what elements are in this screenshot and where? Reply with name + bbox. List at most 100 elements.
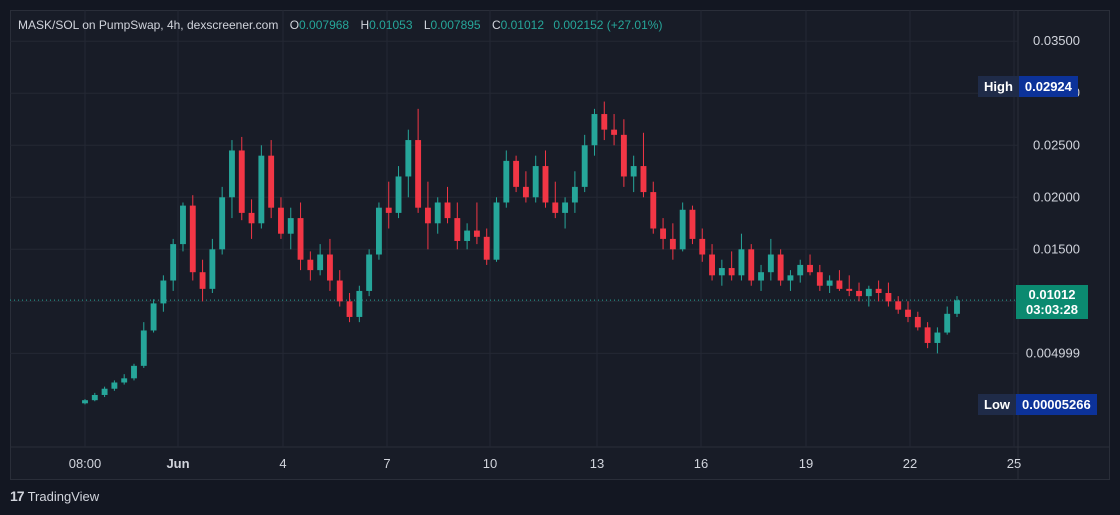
candle-body (268, 155, 275, 208)
open-key: O (289, 18, 300, 32)
price-tick-label: 0.03500 (1033, 33, 1080, 48)
candle-body (336, 280, 343, 302)
candle-body (473, 230, 480, 237)
candle-body (532, 166, 539, 198)
candle-body (454, 218, 461, 241)
candle-body (297, 218, 304, 260)
low-tag: Low 0.00005266 (978, 394, 1097, 415)
time-tick-label: Jun (166, 456, 189, 471)
candle-body (718, 268, 725, 276)
candle-body (121, 378, 128, 383)
candles (82, 101, 960, 405)
candle-body (777, 254, 784, 281)
candle-body (82, 400, 88, 404)
high-tag-label: High (978, 76, 1019, 97)
time-tick-label: 4 (279, 456, 286, 471)
candle-body (189, 205, 196, 273)
candle-body (385, 207, 392, 213)
candle-body (522, 186, 529, 198)
candle-body (924, 327, 931, 343)
time-tick-label: 19 (799, 456, 813, 471)
candle-body (591, 114, 598, 146)
low-key: L (423, 18, 431, 32)
candle-body (366, 254, 373, 291)
candle-body (738, 249, 745, 276)
candle-body (464, 230, 471, 241)
high-key: H (360, 18, 370, 32)
candle-body (620, 134, 627, 177)
candle-body (552, 202, 559, 213)
candle-body (640, 166, 647, 193)
candle-body (150, 303, 157, 331)
last-price-value: 0.01012 (1028, 287, 1076, 302)
high-tag: High 0.02924 (978, 76, 1078, 97)
candle-body (816, 272, 823, 286)
candle-body (611, 129, 618, 135)
candle-body (307, 259, 314, 271)
price-tick-label: 0.004999 (1026, 345, 1080, 360)
change-value: 0.002152 (+27.01%) (553, 18, 663, 32)
price-tick-label: 0.02500 (1033, 137, 1080, 152)
symbol-legend: MASK/SOL on PumpSwap, 4h, dexscreener.co… (18, 18, 662, 32)
candle-body (101, 388, 108, 395)
candle-body (709, 254, 715, 276)
candle-body (444, 202, 451, 219)
candle-body (91, 394, 98, 401)
candle-body (258, 155, 265, 224)
candle-body (562, 202, 569, 213)
low-tag-value: 0.00005266 (1016, 394, 1097, 415)
last-price-tag: 0.01012 03:03:28 (1016, 285, 1088, 319)
candle-body (748, 249, 755, 281)
bar-countdown: 03:03:28 (1025, 302, 1079, 317)
candle-body (846, 288, 853, 291)
candle-body (278, 207, 284, 234)
candle-body (180, 205, 186, 245)
candle-body (944, 313, 951, 333)
time-tick-label: 16 (694, 456, 708, 471)
candle-body (934, 332, 941, 343)
candle-body (248, 212, 255, 224)
candle-body (542, 166, 549, 203)
time-tick-label: 25 (1007, 456, 1021, 471)
candle-body (689, 209, 696, 239)
candle-body (630, 166, 637, 177)
candle-body (669, 238, 676, 250)
candle-body (797, 264, 804, 276)
candle-body (914, 316, 921, 328)
candle-body (758, 272, 764, 281)
candle-body (885, 293, 892, 302)
candle-body (571, 186, 578, 203)
candle-body (434, 202, 441, 224)
candle-body (170, 244, 177, 281)
candle-body (160, 280, 167, 304)
candle-body (905, 309, 911, 317)
candle-body (375, 207, 382, 255)
candle-body (807, 264, 813, 273)
low-tag-label: Low (978, 394, 1016, 415)
candle-body (787, 275, 794, 281)
price-tick-label: 0.01500 (1033, 241, 1080, 256)
candle-body (209, 249, 216, 289)
candle-body (513, 160, 520, 187)
open-value: 0.007968 (299, 18, 350, 32)
candle-body (219, 197, 226, 250)
candle-body (415, 140, 422, 208)
candle-body (581, 145, 588, 187)
tradingview-logo-icon: 17 (10, 488, 25, 504)
candle-body (346, 301, 353, 317)
candle-body (317, 254, 324, 271)
candle-body (199, 272, 206, 289)
candle-body (601, 114, 608, 130)
time-tick-label: 10 (483, 456, 497, 471)
low-value: 0.007895 (430, 18, 481, 32)
time-axis[interactable]: 08:00 Jun 4 7 10 13 16 19 22 25 (69, 456, 1022, 471)
time-tick-label: 08:00 (69, 456, 102, 471)
tradingview-attribution[interactable]: 17 TradingView (10, 488, 99, 504)
candle-body (395, 176, 402, 213)
candle-body (111, 382, 118, 389)
close-key: C (491, 18, 501, 32)
candle-body (875, 288, 882, 294)
candle-body (483, 236, 490, 260)
candle-body (865, 288, 872, 297)
